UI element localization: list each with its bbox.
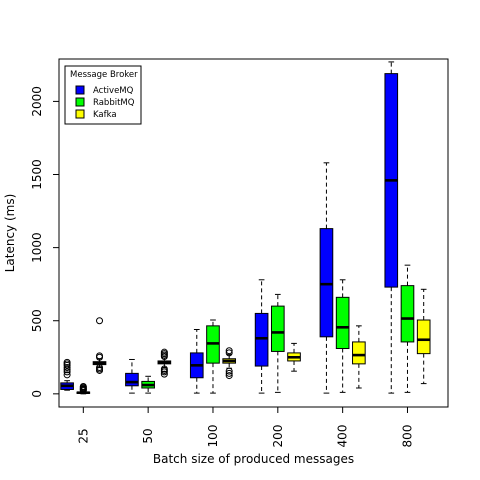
box-activemq-50 [125,358,139,394]
outlier-point [96,364,104,372]
box-kafka-25 [92,317,107,374]
x-tick-label: 25 [76,428,90,443]
box-iqr [416,319,431,355]
outlier-point [79,383,87,391]
outlier-point [225,349,233,357]
box-activemq-400 [319,162,334,394]
y-tick-label: 0 [30,390,44,398]
box-rabbitmq-50 [141,375,155,394]
box-iqr [319,228,334,338]
legend: Message Broker ActiveMQ RabbitMQ Kafka [64,65,142,125]
boxes [60,61,431,395]
y-tick-label: 500 [30,309,44,332]
outlier-point [63,364,71,372]
outlier-point [160,365,168,373]
x-axis-title: Batch size of produced messages [153,452,354,466]
legend-swatch [75,109,85,119]
box-kafka-400 [352,325,366,389]
legend-swatch [75,97,85,107]
outlier-point [63,358,71,366]
outlier-point [225,369,233,377]
x-tick-label: 800 [400,425,414,448]
outlier-point [160,370,168,378]
outlier-point [225,372,233,380]
box-iqr [125,372,139,387]
x-tick-label: 50 [141,428,155,443]
box-activemq-200 [254,279,269,394]
outlier-point [96,317,104,325]
y-axis-title: Latency (ms) [3,194,17,273]
y-axis: 0 500 1000 1500 2000 [30,86,60,398]
y-tick-label: 1500 [30,159,44,190]
box-kafka-200 [287,342,301,372]
outlier-point [96,352,104,360]
box-iqr [254,312,269,367]
box-iqr [352,341,366,365]
x-tick-label: 400 [336,425,350,448]
y-tick-label: 2000 [30,86,44,117]
outlier-point [63,371,71,379]
box-activemq-25 [60,358,74,391]
box-rabbitmq-800 [400,264,415,393]
box-iqr [270,305,285,352]
box-iqr [335,296,350,350]
legend-title: Message Broker [70,70,138,80]
box-rabbitmq-400 [335,279,350,393]
outlier-point [63,368,71,376]
box-activemq-800 [384,61,399,394]
box-kafka-100 [222,347,237,380]
box-rabbitmq-100 [206,319,220,394]
outlier-point [225,347,233,355]
legend-label: RabbitMQ [93,98,135,108]
legend-swatch [75,85,85,95]
outlier-point [160,348,168,356]
outlier-point [225,367,233,375]
x-axis: 25 50 100 200 400 800 [76,407,414,447]
box-activemq-100 [189,329,204,394]
x-tick-label: 100 [206,425,220,448]
box-rabbitmq-200 [270,293,285,393]
legend-label: ActiveMQ [93,86,134,96]
box-kafka-800 [416,288,431,385]
box-iqr [400,285,415,343]
x-tick-label: 200 [271,425,285,448]
y-tick-label: 1000 [30,232,44,263]
box-rabbitmq-25 [76,383,91,395]
legend-label: Kafka [93,110,117,120]
box-kafka-50 [157,348,172,378]
